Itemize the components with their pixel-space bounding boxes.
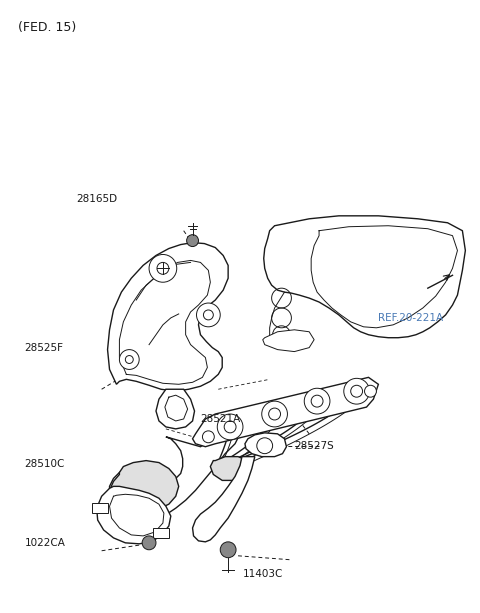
Polygon shape [192, 378, 378, 447]
Text: 28510C: 28510C [24, 459, 65, 468]
Circle shape [224, 421, 236, 433]
Circle shape [157, 262, 169, 274]
Circle shape [196, 303, 220, 327]
Circle shape [217, 414, 243, 440]
Text: 1022CA: 1022CA [24, 538, 65, 548]
Polygon shape [264, 216, 466, 338]
Polygon shape [109, 460, 179, 513]
Text: REF.20-221A: REF.20-221A [378, 313, 444, 323]
Polygon shape [192, 457, 255, 542]
Bar [92, 503, 108, 513]
Circle shape [269, 408, 280, 420]
Text: 28521A: 28521A [201, 414, 240, 424]
Polygon shape [108, 243, 228, 391]
Circle shape [351, 386, 362, 397]
Circle shape [125, 356, 133, 364]
Polygon shape [96, 486, 171, 544]
Polygon shape [109, 434, 240, 522]
Polygon shape [210, 457, 250, 481]
Circle shape [262, 401, 288, 427]
Text: 28527S: 28527S [294, 441, 334, 451]
Polygon shape [156, 389, 194, 429]
Text: 11403C: 11403C [243, 569, 283, 579]
Circle shape [149, 254, 177, 282]
Circle shape [120, 349, 139, 370]
Polygon shape [263, 330, 314, 352]
Circle shape [142, 536, 156, 550]
Circle shape [344, 378, 370, 404]
Bar [153, 528, 169, 538]
Text: (FED. 15): (FED. 15) [18, 21, 76, 34]
Circle shape [204, 310, 213, 320]
Circle shape [187, 235, 199, 246]
Circle shape [203, 431, 214, 443]
Text: 28525F: 28525F [24, 343, 63, 352]
Text: 28165D: 28165D [76, 194, 117, 204]
Circle shape [304, 388, 330, 414]
Circle shape [257, 438, 273, 454]
Circle shape [311, 395, 323, 407]
Circle shape [220, 542, 236, 558]
Polygon shape [245, 433, 287, 457]
Circle shape [364, 386, 376, 397]
